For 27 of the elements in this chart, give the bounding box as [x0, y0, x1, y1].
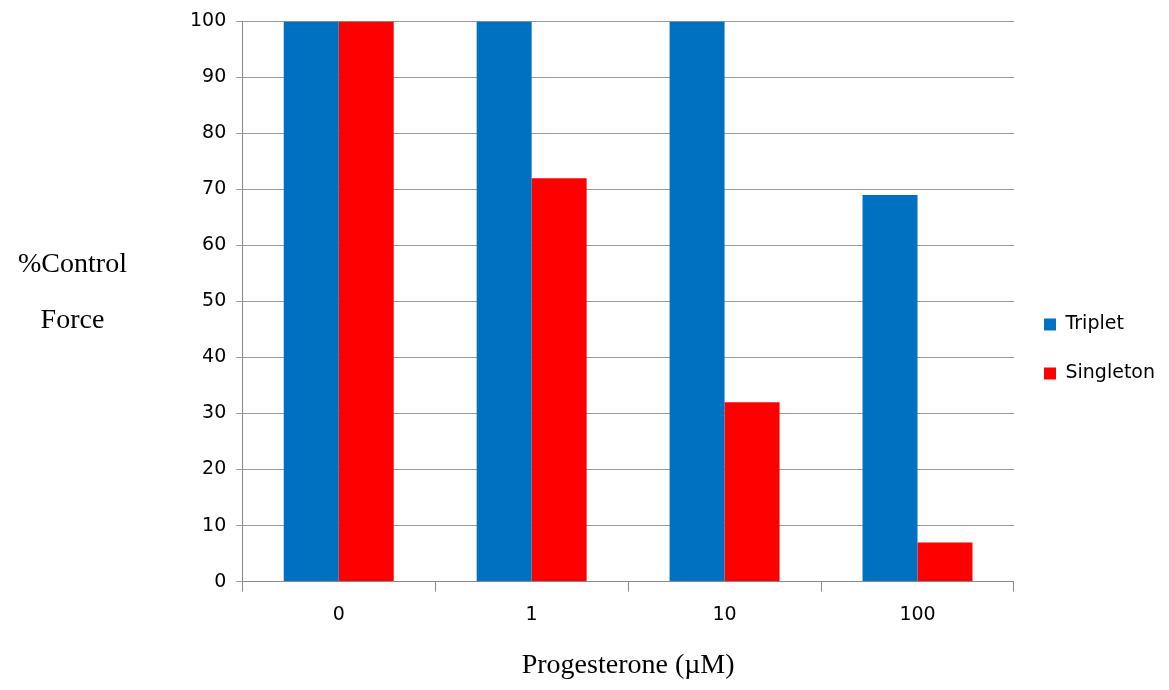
bar: [476, 21, 532, 582]
x-tick-label: 1: [525, 601, 538, 624]
bar: [338, 21, 394, 582]
y-tick-label: 100: [190, 8, 227, 31]
bar: [283, 21, 339, 582]
legend-label: Singleton: [1065, 360, 1155, 383]
y-tick-label: 30: [202, 400, 227, 423]
y-tick-label: 70: [202, 176, 227, 199]
bar: [531, 178, 587, 582]
x-tick-label: 0: [332, 601, 345, 624]
y-tick-label: 20: [202, 456, 227, 479]
y-tick-label: 90: [202, 64, 227, 87]
y-tick-label: 50: [202, 288, 227, 311]
bar: [917, 542, 973, 582]
bar: [862, 195, 918, 582]
y-tick-label: 80: [202, 120, 227, 143]
legend-label: Triplet: [1064, 311, 1124, 334]
bar: [669, 21, 725, 582]
y-tick-label: 0: [214, 568, 227, 591]
x-tick-label: 10: [712, 601, 737, 624]
x-tick-label: 100: [899, 601, 936, 624]
y-tick-label: 10: [202, 512, 227, 535]
y-axis-title: %Control Force: [17, 246, 128, 336]
y-tick-label: 60: [202, 232, 227, 255]
y-tick-label: 40: [202, 344, 227, 367]
bar: [724, 402, 780, 582]
x-axis-title: Progesterone (µM): [521, 647, 735, 679]
